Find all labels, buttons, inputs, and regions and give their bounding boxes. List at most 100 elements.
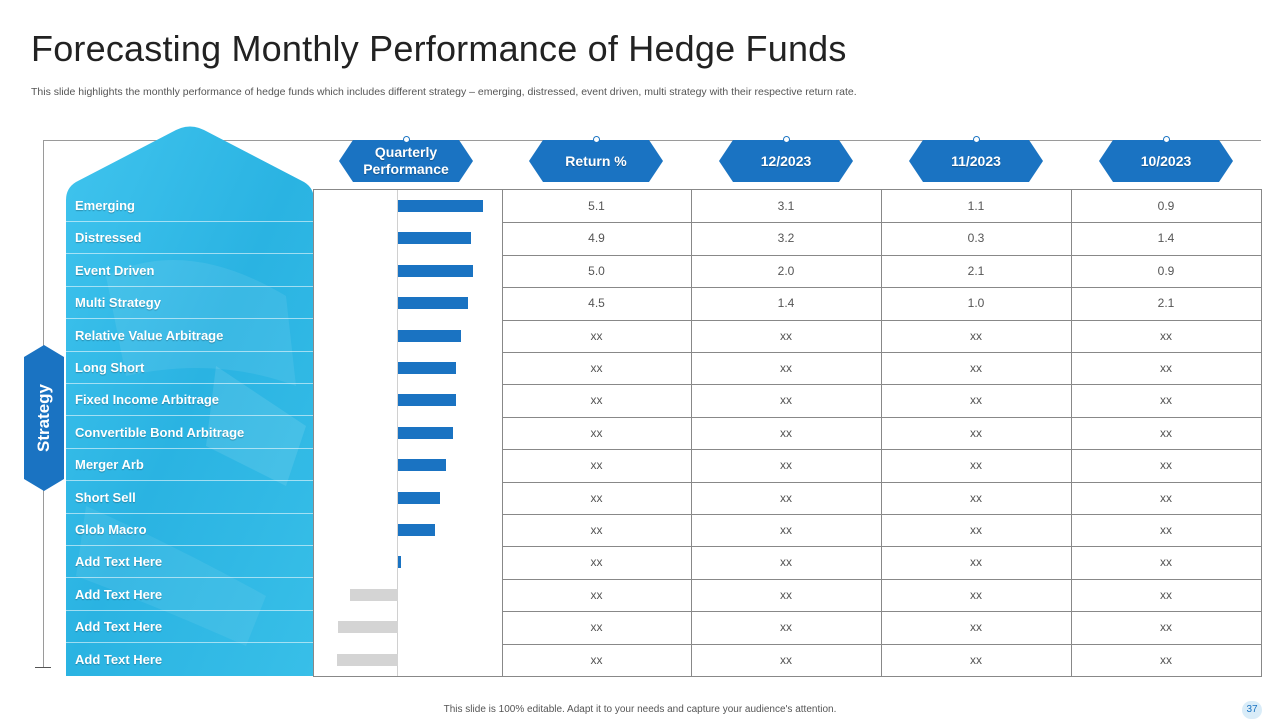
table-cell: 0.3	[967, 231, 985, 245]
table-cell: 1.4	[777, 296, 795, 310]
table-cell: xx	[780, 393, 792, 407]
table-cell: xx	[590, 588, 603, 602]
table-cell: 2.1	[967, 264, 985, 278]
table-cell: xx	[1160, 361, 1172, 375]
strategy-tag: Strategy	[24, 345, 64, 491]
table-cell: 1.4	[1157, 231, 1175, 245]
header-dot	[783, 136, 790, 143]
table-cell: xx	[780, 588, 792, 602]
table-cell: xx	[970, 653, 982, 667]
performance-bar	[398, 330, 462, 342]
slide-subtitle: This slide highlights the monthly perfor…	[31, 86, 857, 98]
table-cell: 4.5	[588, 296, 605, 310]
table-cell: xx	[1160, 620, 1172, 634]
table-cell: xx	[1160, 458, 1172, 472]
table-cell: xx	[970, 555, 982, 569]
performance-bar	[398, 556, 402, 568]
table-cell: xx	[970, 491, 982, 505]
table-cell: xx	[1160, 329, 1172, 343]
table-cell: xx	[590, 523, 603, 537]
table-column-line	[313, 189, 314, 677]
table-cell: xx	[780, 329, 792, 343]
strategy-label: Strategy	[34, 383, 53, 453]
header-label: 11/2023	[951, 152, 1001, 169]
table-cell: xx	[1160, 523, 1172, 537]
table-cell: xx	[590, 653, 603, 667]
performance-bar	[349, 589, 398, 601]
header-label: Return %	[565, 152, 627, 169]
performance-bar	[337, 654, 398, 666]
performance-bar	[398, 459, 447, 471]
performance-bar	[398, 492, 440, 504]
table-cell: xx	[1160, 491, 1172, 505]
table-cell: 2.1	[1157, 296, 1175, 310]
table-cell: xx	[780, 653, 792, 667]
header-label: Quarterly Performance	[363, 144, 449, 177]
performance-bar	[338, 621, 398, 633]
table-cell: 1.0	[967, 296, 985, 310]
bar-axis	[397, 190, 398, 676]
table-cell: xx	[590, 361, 603, 375]
table-cell: xx	[970, 523, 982, 537]
header-dot	[973, 136, 980, 143]
table-cell: xx	[1160, 393, 1172, 407]
performance-bar	[398, 297, 468, 309]
slide-footer: This slide is 100% editable. Adapt it to…	[443, 704, 837, 715]
table-cell: xx	[780, 458, 792, 472]
table-cell: xx	[780, 361, 792, 375]
header-quarterly-performance: Quarterly Performance	[339, 136, 473, 182]
table-cell: 0.9	[1157, 264, 1175, 278]
performance-bar	[398, 200, 483, 212]
table-cell: xx	[970, 588, 982, 602]
frame-foot-line	[35, 667, 51, 668]
table-cell: xx	[970, 620, 982, 634]
table-cell: xx	[1160, 426, 1172, 440]
strategy-panel	[66, 126, 314, 676]
performance-bar	[398, 265, 473, 277]
performance-bar	[398, 394, 457, 406]
header-10-2023: 10/2023	[1099, 136, 1233, 182]
performance-bar	[398, 524, 435, 536]
table-cell: xx	[970, 329, 982, 343]
page-number: 37	[1242, 701, 1262, 719]
table-cell: xx	[1160, 588, 1172, 602]
table-column-line	[881, 189, 882, 677]
table-column-line	[502, 189, 503, 677]
table-cell: xx	[780, 620, 792, 634]
header-dot	[593, 136, 600, 143]
slide-title: Forecasting Monthly Performance of Hedge…	[31, 28, 847, 69]
table-cell: 3.1	[777, 199, 795, 213]
performance-bar	[398, 362, 457, 374]
header-return: Return %	[529, 136, 663, 182]
table-cell: xx	[970, 458, 982, 472]
table-cell: xx	[970, 361, 982, 375]
header-label: 10/2023	[1140, 152, 1192, 169]
table-cell: xx	[590, 426, 603, 440]
table-cell: 5.0	[588, 264, 605, 278]
table-cell: xx	[590, 620, 603, 634]
header-label: 12/2023	[760, 152, 812, 169]
table-cell: 2.0	[777, 264, 795, 278]
table-cell: xx	[590, 555, 603, 569]
table-cell: xx	[590, 329, 603, 343]
frame-top-line	[43, 140, 1261, 141]
table-column-line	[691, 189, 692, 677]
table-cell: xx	[780, 555, 792, 569]
table-cell: xx	[590, 491, 603, 505]
performance-bar	[398, 232, 472, 244]
table-cell: 4.9	[588, 231, 605, 245]
table-cell: 5.1	[588, 199, 605, 213]
table-cell: xx	[970, 426, 982, 440]
header-11-2023: 11/2023	[909, 136, 1043, 182]
table-cell: xx	[590, 458, 603, 472]
table-top-line	[313, 189, 1261, 190]
header-12-2023: 12/2023	[719, 136, 853, 182]
table-column-line	[1261, 189, 1262, 677]
header-dot	[403, 136, 410, 143]
table-cell: 0.9	[1157, 199, 1175, 213]
table-cell: xx	[590, 393, 603, 407]
header-dot	[1163, 136, 1170, 143]
table-cell: 1.1	[967, 199, 985, 213]
table-cell: xx	[780, 491, 792, 505]
table-bottom-line	[313, 676, 1261, 677]
